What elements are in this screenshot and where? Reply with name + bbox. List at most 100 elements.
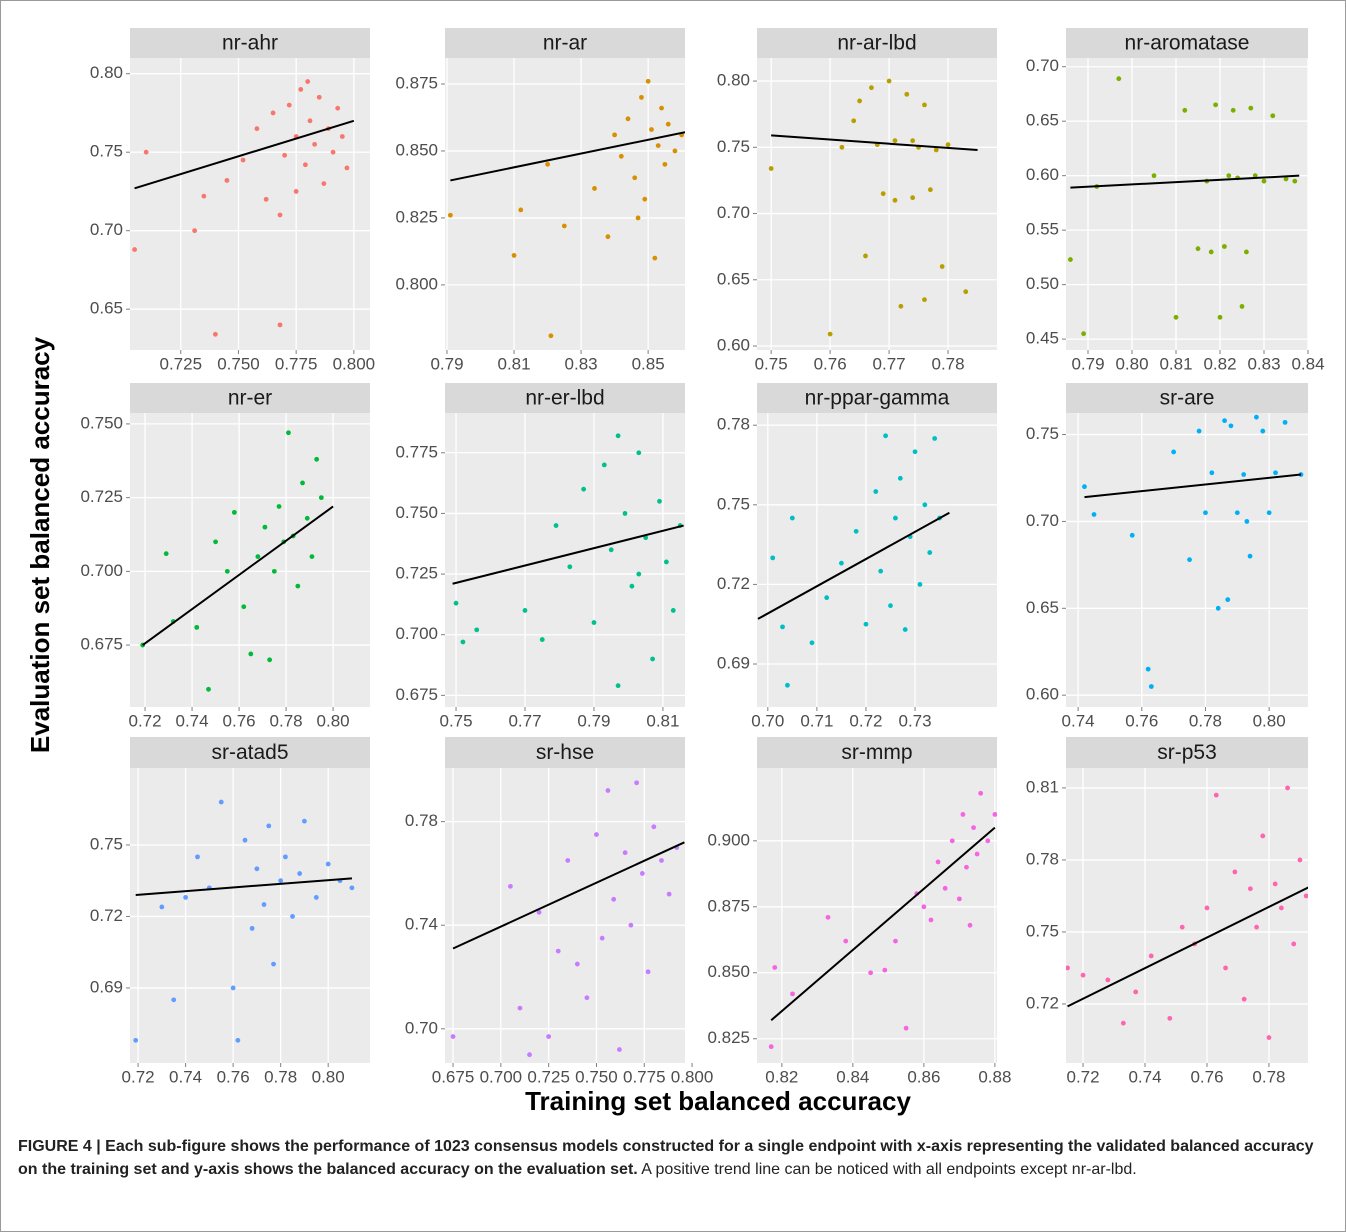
trend-line: [1070, 174, 1300, 189]
point: [618, 153, 624, 159]
point: [561, 223, 567, 229]
y-tick-label: 0.700: [80, 561, 123, 580]
point: [880, 191, 886, 197]
point: [659, 105, 664, 111]
point: [248, 651, 254, 657]
point: [1068, 257, 1073, 262]
trend-line: [134, 119, 355, 190]
point: [1303, 893, 1308, 899]
point: [206, 686, 211, 692]
point: [1260, 428, 1266, 434]
point: [263, 196, 269, 202]
point: [768, 1044, 774, 1050]
point: [863, 621, 869, 627]
point: [666, 891, 672, 897]
strip: [1066, 28, 1308, 58]
x-tick-label: 0.72: [128, 711, 161, 730]
y-tick-label: 0.800: [395, 274, 438, 293]
point: [893, 515, 898, 521]
point: [527, 1052, 532, 1058]
point: [910, 195, 916, 201]
point: [567, 564, 573, 570]
trend-line: [1067, 886, 1308, 1008]
x-tick-label: 0.77: [873, 354, 906, 373]
point: [639, 871, 645, 876]
plot-background: [130, 58, 370, 350]
point: [447, 212, 453, 218]
x-tick-label: 0.70: [751, 711, 784, 730]
plot-background: [757, 768, 997, 1063]
point: [1133, 989, 1139, 995]
point: [594, 832, 599, 837]
point: [1239, 304, 1245, 309]
point: [839, 144, 845, 150]
point: [1260, 833, 1266, 839]
panel: sr-atad5 0.72 0.74 0.76 0.78 0.80 0.69 0.72 0.75: [90, 737, 370, 1086]
point: [309, 554, 315, 560]
y-tick-label: 0.775: [395, 442, 438, 461]
point: [634, 780, 640, 786]
y-tick-label: 0.750: [80, 413, 123, 432]
x-tick-label: 0.78: [1252, 1067, 1285, 1086]
point: [928, 917, 934, 923]
x-tick-label: 0.72: [1066, 1067, 1099, 1086]
panel-title: sr-mmp: [841, 741, 912, 764]
y-tick-label: 0.875: [707, 896, 750, 915]
y-tick-label: 0.60: [1026, 165, 1059, 184]
point: [650, 656, 655, 662]
point: [1213, 792, 1219, 798]
point: [1145, 666, 1151, 672]
point: [1241, 996, 1247, 1002]
point: [1222, 244, 1227, 249]
point: [307, 118, 313, 124]
point: [892, 197, 898, 203]
point: [825, 914, 831, 920]
y-tick-label: 0.70: [717, 203, 750, 222]
point: [839, 560, 844, 566]
x-axis-title: Training set balanced accuracy: [525, 1086, 911, 1116]
panel: nr-aromatase 0.79 0.80 0.81 0.82 0.83 0.84 0.45…: [1026, 28, 1325, 373]
strip: [1066, 737, 1308, 768]
point: [254, 866, 260, 872]
point: [605, 234, 611, 240]
panel: nr-ar-lbd 0.75 0.76 0.77 0.78 0.60 0.65 0.70 0.7…: [717, 28, 997, 373]
point: [1285, 785, 1290, 791]
point: [1215, 605, 1221, 611]
point: [651, 824, 657, 830]
point: [903, 1025, 909, 1031]
point: [548, 333, 554, 339]
point: [785, 682, 790, 688]
point: [286, 102, 292, 108]
point: [917, 582, 923, 587]
point: [267, 657, 273, 663]
point: [1252, 173, 1258, 179]
y-tick-label: 0.675: [80, 635, 123, 654]
plot-area: [757, 768, 997, 1063]
point: [235, 1037, 241, 1043]
trend-line: [770, 826, 996, 1022]
point: [1195, 246, 1201, 252]
point: [956, 896, 962, 902]
point: [546, 1034, 552, 1039]
y-tick-label: 0.900: [707, 830, 750, 849]
point: [224, 568, 230, 574]
point: [192, 228, 198, 234]
point: [1081, 331, 1086, 337]
point: [1254, 414, 1259, 420]
point: [1272, 881, 1278, 887]
point: [330, 149, 336, 155]
point: [262, 524, 268, 530]
point: [1066, 965, 1070, 971]
caption-bold: FIGURE 4 | Each sub-figure shows the per…: [18, 1138, 1314, 1178]
panel: sr-hse 0.675 0.700 0.725 0.750 0.775 0.800 0.70…: [405, 737, 713, 1086]
point: [1248, 105, 1254, 111]
panel-title: nr-er-lbd: [525, 387, 604, 410]
panel-title: sr-hse: [536, 741, 594, 764]
point: [1091, 512, 1097, 517]
y-axis-title: Evaluation set balanced accuracy: [25, 336, 55, 753]
point: [655, 143, 661, 149]
plot-background: [757, 413, 997, 707]
caption: FIGURE 4 | Each sub-figure shows the per…: [18, 1135, 1328, 1181]
point: [622, 850, 628, 856]
point: [1254, 924, 1259, 930]
